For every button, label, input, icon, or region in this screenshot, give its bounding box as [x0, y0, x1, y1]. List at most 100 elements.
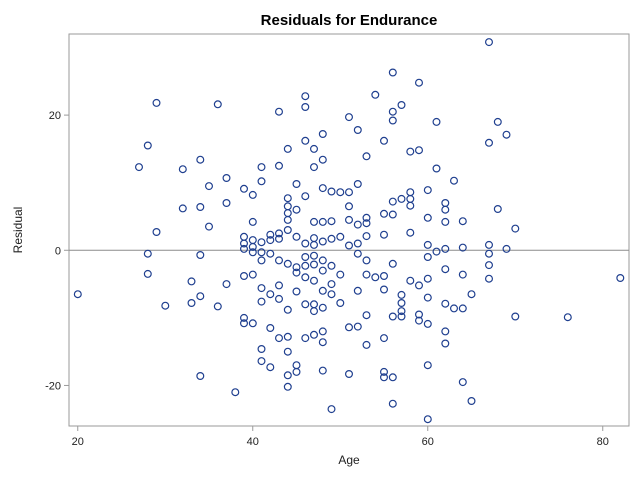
data-point	[397, 307, 406, 316]
data-point	[441, 327, 450, 336]
data-point	[493, 205, 502, 214]
data-point	[213, 302, 222, 311]
data-point	[301, 300, 310, 309]
x-axis-ticks: 20 40 60 80	[72, 426, 609, 448]
data-point	[362, 311, 371, 320]
data-point	[275, 294, 284, 303]
data-point	[310, 307, 319, 316]
data-point	[450, 304, 459, 313]
data-point	[441, 339, 450, 348]
data-point	[432, 164, 441, 173]
data-point	[362, 219, 371, 228]
data-point	[196, 155, 205, 164]
data-point	[450, 176, 459, 185]
data-point	[353, 220, 362, 229]
data-point	[310, 330, 319, 339]
data-point	[152, 98, 161, 107]
data-point	[318, 366, 327, 375]
data-point	[362, 213, 371, 222]
data-point	[301, 261, 310, 270]
data-point	[275, 161, 284, 170]
data-point	[388, 259, 397, 268]
data-point	[231, 388, 240, 397]
data-point	[292, 205, 301, 214]
data-point	[292, 367, 301, 376]
data-point	[275, 281, 284, 290]
data-point	[257, 163, 266, 172]
data-point	[222, 280, 231, 289]
data-point	[301, 136, 310, 145]
data-point	[318, 130, 327, 139]
data-point	[406, 276, 415, 285]
data-point	[248, 242, 257, 251]
data-point	[292, 287, 301, 296]
data-point	[240, 244, 249, 253]
data-point	[275, 107, 284, 116]
data-point	[458, 378, 467, 387]
data-point	[275, 234, 284, 243]
data-point	[380, 209, 389, 218]
data-point	[310, 260, 319, 269]
x-tick-label: 60	[422, 436, 434, 448]
y-axis-label: Residual	[11, 207, 25, 254]
data-points	[73, 38, 625, 424]
data-point	[310, 276, 319, 285]
data-point	[257, 297, 266, 306]
data-point	[353, 249, 362, 258]
y-tick-label: 20	[49, 110, 61, 122]
data-point	[397, 194, 406, 203]
data-point	[318, 303, 327, 312]
data-point	[485, 240, 494, 249]
data-point	[266, 249, 275, 258]
data-point	[327, 234, 336, 243]
data-point	[380, 230, 389, 239]
data-point	[327, 187, 336, 196]
data-point	[196, 251, 205, 260]
x-tick-label: 40	[247, 436, 259, 448]
data-point	[380, 272, 389, 281]
data-point	[353, 322, 362, 331]
data-point	[397, 100, 406, 109]
data-point	[205, 182, 214, 191]
data-point	[397, 299, 406, 308]
x-axis-label: Age	[338, 453, 360, 467]
data-point	[432, 247, 441, 256]
data-point	[248, 270, 257, 279]
data-point	[187, 277, 196, 286]
data-point	[397, 290, 406, 299]
data-point	[327, 280, 336, 289]
data-point	[292, 361, 301, 370]
data-point	[388, 210, 397, 219]
data-point	[248, 190, 257, 199]
data-point	[318, 184, 327, 193]
data-point	[283, 202, 292, 211]
data-point	[467, 397, 476, 406]
data-point	[135, 163, 144, 172]
data-point	[240, 239, 249, 248]
data-point	[432, 117, 441, 126]
data-point	[485, 38, 494, 47]
y-tick-label: 0	[55, 245, 61, 257]
data-point	[275, 229, 284, 238]
data-point	[423, 319, 432, 328]
data-point	[240, 319, 249, 328]
data-point	[318, 155, 327, 164]
data-point	[406, 188, 415, 197]
data-point	[292, 268, 301, 277]
data-point	[205, 222, 214, 231]
data-point	[292, 232, 301, 241]
data-point	[388, 399, 397, 408]
data-point	[178, 165, 187, 174]
data-point	[143, 269, 152, 278]
data-point	[257, 238, 266, 247]
data-point	[283, 382, 292, 391]
data-point	[388, 373, 397, 382]
data-point	[301, 92, 310, 101]
data-point	[502, 130, 511, 139]
data-point	[222, 174, 231, 183]
data-point	[283, 144, 292, 153]
data-point	[353, 239, 362, 248]
data-point	[336, 232, 345, 241]
data-point	[380, 334, 389, 343]
data-point	[266, 363, 275, 372]
